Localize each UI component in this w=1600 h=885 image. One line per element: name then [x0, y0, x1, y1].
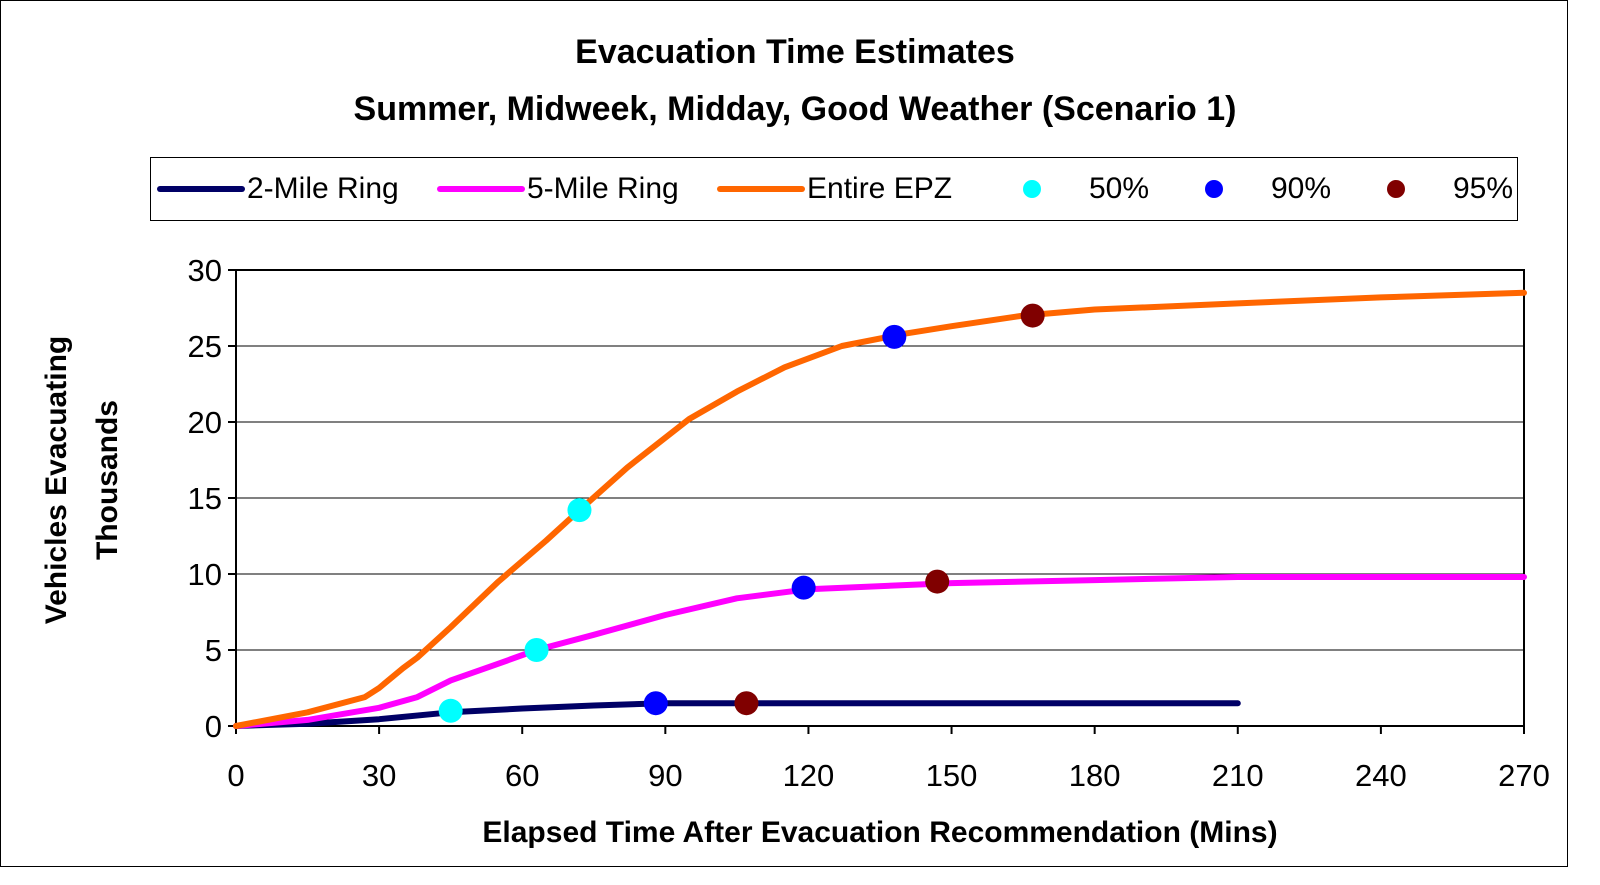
- legend-swatch-95: [1387, 180, 1405, 198]
- legend-item-entire-epz: Entire EPZ: [717, 158, 952, 220]
- y-tick-label: 20: [188, 405, 222, 440]
- legend-swatch-5-mile-ring: [437, 186, 525, 192]
- y-tick-label: 0: [205, 709, 222, 744]
- legend-swatch-entire-epz: [717, 186, 805, 192]
- marker-50-percent: [524, 638, 549, 662]
- legend-item-90: 90%: [1205, 158, 1331, 220]
- legend-item-50: 50%: [1023, 158, 1149, 220]
- legend-swatch-2-mile-ring: [157, 186, 245, 192]
- marker-95-percent: [734, 691, 759, 716]
- marker-50-percent: [438, 698, 463, 723]
- legend-swatch-90: [1205, 180, 1223, 198]
- x-tick-label: 60: [505, 758, 539, 793]
- y-tick-label: 5: [205, 633, 222, 668]
- legend-item-2-mile-ring: 2-Mile Ring: [157, 158, 399, 220]
- x-tick-label: 240: [1355, 758, 1407, 793]
- x-tick-label: 270: [1498, 758, 1550, 793]
- y-axis-label-line1: Vehicles Evacuating: [40, 335, 73, 625]
- legend-label-5-mile-ring: 5-Mile Ring: [527, 172, 679, 205]
- marker-95-percent: [925, 569, 950, 594]
- chart-subtitle: Summer, Midweek, Midday, Good Weather (S…: [353, 90, 1237, 128]
- series-line-2-mile-ring: [233, 700, 1241, 729]
- y-tick-label: 30: [188, 253, 222, 288]
- y-tick-label: 10: [188, 557, 222, 592]
- legend: 2-Mile Ring 5-Mile Ring Entire EPZ 50% 9…: [150, 157, 1518, 221]
- series-line-entire-epz: [233, 289, 1527, 729]
- marker-90-percent: [643, 691, 668, 716]
- x-tick-label: 90: [648, 758, 682, 793]
- marker-95-percent: [1020, 303, 1045, 328]
- legend-label-50: 50%: [1089, 172, 1150, 205]
- x-tick-label: 0: [227, 758, 244, 793]
- legend-label-90: 90%: [1271, 172, 1332, 205]
- legend-item-95: 95%: [1387, 158, 1513, 220]
- x-tick-label: 210: [1212, 758, 1264, 793]
- y-tick-label: 15: [188, 481, 222, 516]
- marker-90-percent: [882, 324, 907, 349]
- chart-title: Evacuation Time Estimates: [575, 33, 1015, 71]
- legend-swatch-50: [1023, 180, 1041, 198]
- y-tick-label: 25: [188, 329, 222, 364]
- x-tick-label: 30: [362, 758, 396, 793]
- legend-label-95: 95%: [1453, 172, 1514, 205]
- y-axis-label-line2: Thousands: [91, 400, 124, 561]
- x-axis-label: Elapsed Time After Evacuation Recommenda…: [482, 816, 1278, 849]
- x-tick-label: 150: [926, 758, 978, 793]
- marker-50-percent: [567, 498, 592, 523]
- legend-label-2-mile-ring: 2-Mile Ring: [247, 172, 399, 205]
- marker-90-percent: [791, 575, 816, 600]
- legend-label-entire-epz: Entire EPZ: [807, 172, 953, 205]
- x-tick-label: 120: [783, 758, 835, 793]
- legend-item-5-mile-ring: 5-Mile Ring: [437, 158, 679, 220]
- x-tick-label: 180: [1069, 758, 1121, 793]
- series-line-5-mile-ring: [233, 574, 1527, 729]
